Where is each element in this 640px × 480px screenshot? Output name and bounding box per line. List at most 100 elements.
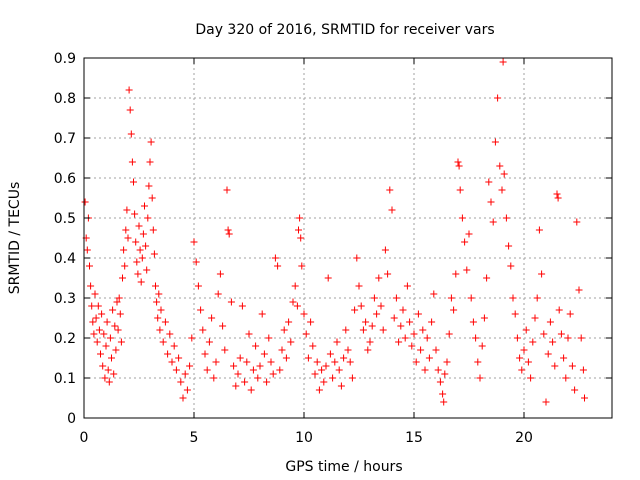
data-point bbox=[203, 366, 211, 374]
data-point bbox=[401, 334, 409, 342]
data-point bbox=[131, 210, 139, 218]
data-point bbox=[95, 326, 103, 334]
data-point bbox=[419, 326, 427, 334]
data-point bbox=[379, 326, 387, 334]
data-point bbox=[560, 354, 568, 362]
data-point bbox=[94, 302, 102, 310]
data-point bbox=[533, 294, 541, 302]
data-point bbox=[143, 266, 151, 274]
data-point bbox=[538, 270, 546, 278]
data-point bbox=[114, 326, 122, 334]
data-point bbox=[297, 234, 305, 242]
data-point bbox=[454, 158, 462, 166]
data-point bbox=[252, 342, 260, 350]
data-point bbox=[447, 294, 455, 302]
data-point bbox=[298, 262, 306, 270]
data-point bbox=[544, 350, 552, 358]
data-point bbox=[274, 262, 282, 270]
data-point bbox=[568, 362, 576, 370]
data-point bbox=[331, 358, 339, 366]
data-point bbox=[93, 338, 101, 346]
y-tick-label: 0.7 bbox=[54, 131, 76, 147]
data-point bbox=[289, 298, 297, 306]
data-point bbox=[551, 362, 559, 370]
data-point bbox=[397, 322, 405, 330]
data-point bbox=[529, 338, 537, 346]
data-point bbox=[285, 318, 293, 326]
data-point bbox=[245, 330, 253, 338]
data-point bbox=[362, 318, 370, 326]
data-point bbox=[436, 378, 444, 386]
data-point bbox=[232, 382, 240, 390]
x-tick-label: 20 bbox=[515, 430, 533, 446]
data-point bbox=[186, 362, 194, 370]
data-point bbox=[373, 310, 381, 318]
x-tick-label: 15 bbox=[405, 430, 423, 446]
data-point bbox=[123, 206, 131, 214]
data-point bbox=[465, 230, 473, 238]
data-point bbox=[554, 194, 562, 202]
data-point bbox=[423, 334, 431, 342]
data-point bbox=[88, 302, 96, 310]
data-point bbox=[458, 214, 466, 222]
y-tick-label: 0.6 bbox=[54, 171, 76, 187]
data-point bbox=[524, 358, 532, 366]
data-point bbox=[353, 254, 361, 262]
data-point bbox=[124, 234, 132, 242]
data-point bbox=[485, 178, 493, 186]
data-point bbox=[179, 394, 187, 402]
y-tick-label: 0.1 bbox=[54, 371, 76, 387]
data-point bbox=[135, 222, 143, 230]
data-point bbox=[210, 374, 218, 382]
data-point bbox=[282, 354, 290, 362]
data-point bbox=[168, 358, 176, 366]
data-point bbox=[110, 370, 118, 378]
data-point bbox=[333, 338, 341, 346]
data-point bbox=[546, 318, 554, 326]
data-point bbox=[375, 274, 383, 282]
data-point bbox=[214, 290, 222, 298]
data-point bbox=[296, 214, 304, 222]
data-points bbox=[81, 58, 588, 406]
data-point bbox=[428, 318, 436, 326]
data-point bbox=[127, 130, 135, 138]
data-point bbox=[276, 366, 284, 374]
y-tick-label: 0.4 bbox=[54, 251, 76, 267]
data-point bbox=[201, 350, 209, 358]
data-point bbox=[381, 246, 389, 254]
data-point bbox=[113, 298, 121, 306]
data-point bbox=[172, 366, 180, 374]
data-point bbox=[126, 106, 134, 114]
data-point bbox=[188, 334, 196, 342]
data-point bbox=[132, 238, 140, 246]
data-point bbox=[494, 94, 502, 102]
data-point bbox=[86, 262, 93, 270]
data-point bbox=[450, 306, 458, 314]
data-point bbox=[434, 366, 442, 374]
data-point bbox=[271, 254, 279, 262]
data-point bbox=[230, 362, 238, 370]
data-point bbox=[476, 374, 484, 382]
data-point bbox=[452, 270, 460, 278]
data-point bbox=[154, 314, 162, 322]
data-point bbox=[505, 242, 513, 250]
data-point bbox=[540, 330, 548, 338]
x-tick-label: 5 bbox=[190, 430, 199, 446]
data-point bbox=[159, 338, 167, 346]
data-point bbox=[553, 190, 561, 198]
data-point bbox=[430, 290, 438, 298]
data-point bbox=[348, 374, 356, 382]
data-point bbox=[377, 302, 385, 310]
data-point bbox=[307, 318, 315, 326]
axis-ticks: 0 0.1 0.2 0.3 0.4 0.5 0.6 0.7 0.8 0.9 0 5 10 15 20 bbox=[54, 51, 612, 446]
data-point bbox=[134, 270, 142, 278]
data-point bbox=[566, 310, 574, 318]
data-point bbox=[225, 230, 233, 238]
data-point bbox=[98, 310, 106, 318]
data-point bbox=[311, 370, 319, 378]
data-point bbox=[320, 378, 328, 386]
data-point bbox=[472, 334, 480, 342]
data-point bbox=[116, 310, 124, 318]
data-point bbox=[322, 362, 330, 370]
